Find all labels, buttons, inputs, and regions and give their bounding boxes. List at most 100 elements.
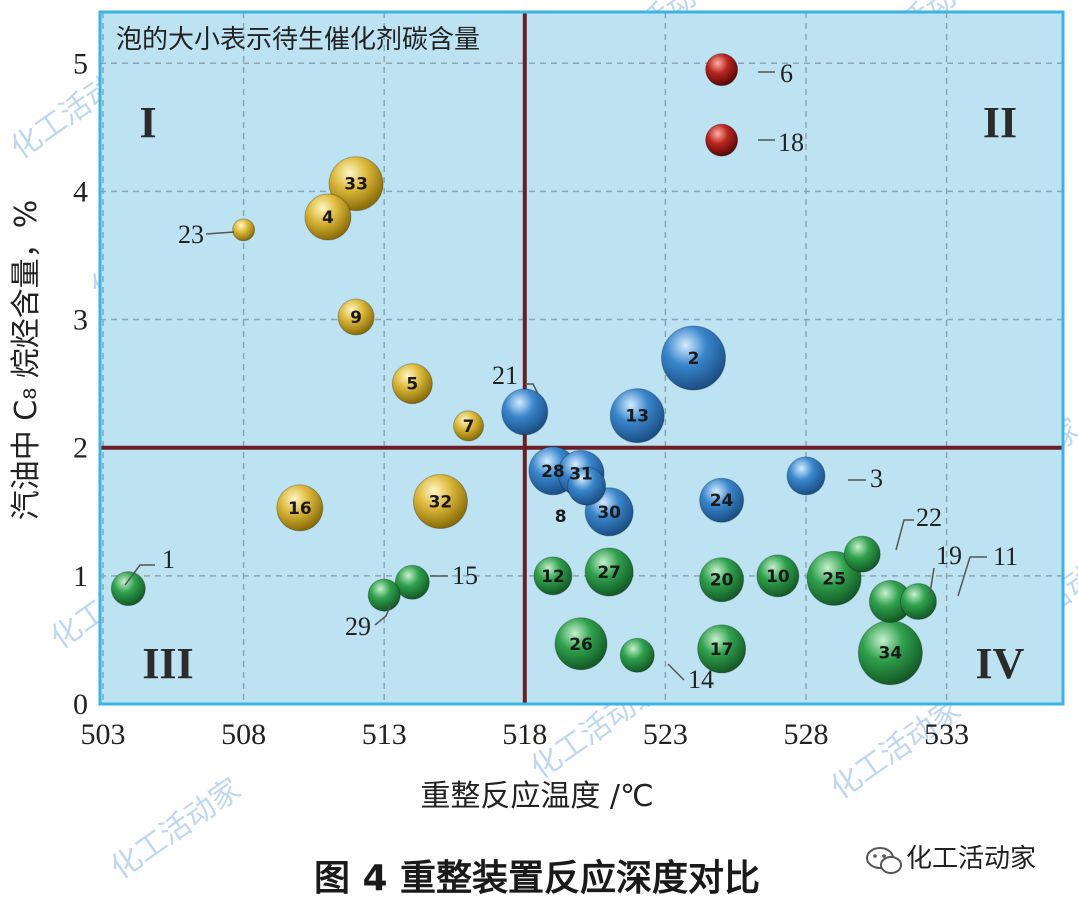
- bubble-label: 24: [710, 491, 734, 511]
- bubble-label: 6: [780, 59, 793, 88]
- leader-line: [124, 564, 155, 586]
- bubble-33: [328, 156, 384, 212]
- bubble-label: 10: [766, 567, 790, 587]
- bubbles: [110, 53, 937, 686]
- x-tick-label: 533: [924, 718, 969, 751]
- x-axis-title: 重整反应温度 /℃: [420, 779, 653, 814]
- bubble-11: [899, 582, 937, 620]
- bubble-label: 23: [178, 220, 204, 249]
- wechat-icon: [866, 847, 902, 874]
- bubble-label: 27: [597, 563, 621, 583]
- bubble-label: 20: [710, 571, 734, 591]
- bubble-label: 34: [879, 644, 903, 664]
- bubble-5: [391, 363, 433, 405]
- x-tick-label: 513: [362, 718, 407, 751]
- bubble-label: 4: [322, 208, 334, 228]
- x-tick-label: 523: [643, 718, 688, 751]
- y-tick-label: 1: [73, 560, 88, 593]
- bubble-label: 1: [162, 545, 175, 574]
- bubble-20: [699, 557, 745, 603]
- bubble-26: [554, 617, 608, 671]
- bubble-label: 25: [822, 569, 846, 589]
- bubble-23: [232, 218, 256, 242]
- bubble-labels: 1234567891011121314151617181920212223242…: [124, 59, 1018, 694]
- y-axis-title: 汽油中 C₈ 烷烃含量，%: [9, 200, 44, 521]
- bubble-label: 31: [569, 464, 593, 484]
- bubble-label: 32: [429, 493, 453, 513]
- chart-note: 泡的大小表示待生催化剂碳含量: [116, 25, 480, 55]
- bubble-1: [110, 571, 146, 607]
- bubble-14: [619, 637, 655, 673]
- plot-frame: [98, 10, 1065, 706]
- bubble-22: [843, 535, 881, 573]
- bubble-15: [394, 564, 430, 600]
- bubble-12: [533, 556, 573, 596]
- bubble-label: 9: [350, 308, 362, 328]
- bubble-label: 3: [870, 464, 883, 493]
- bubble-9: [337, 298, 375, 336]
- bubble-label: 17: [710, 640, 734, 660]
- leader-line: [205, 231, 235, 235]
- bubble-13: [609, 388, 665, 444]
- bubble-label: 29: [345, 612, 371, 641]
- brand-name: 化工活动家: [906, 844, 1036, 874]
- bubble-label: 19: [936, 541, 962, 570]
- quadrant-label: I: [139, 98, 156, 147]
- leader-line: [929, 567, 935, 594]
- bubble-label: 16: [288, 499, 312, 519]
- bubble-label: 11: [993, 542, 1018, 571]
- bubble-label: 7: [463, 417, 475, 437]
- bubble-label: 26: [569, 635, 593, 655]
- bubble-label: 33: [344, 175, 368, 195]
- bubble-label: 12: [541, 567, 565, 587]
- bubble-label: 18: [778, 128, 804, 157]
- bubble-label: 15: [452, 561, 478, 590]
- quadrant-label: II: [983, 98, 1017, 147]
- quadrant-label: III: [142, 639, 193, 688]
- bubble-label: 30: [597, 503, 621, 523]
- bubble-label: 14: [688, 665, 714, 694]
- bubble-4: [304, 193, 352, 241]
- bubble-label: 8: [555, 507, 567, 527]
- leader-line: [374, 605, 391, 626]
- leader-line: [895, 519, 914, 551]
- leader-line: [957, 556, 987, 597]
- bubble-32: [412, 474, 468, 530]
- bubble-18: [705, 123, 739, 157]
- bubble-label: 28: [541, 462, 565, 482]
- bubble-8: [567, 466, 607, 506]
- quadrant-dividers: [100, 12, 1063, 704]
- y-tick-label: 2: [73, 432, 88, 465]
- bubble-3: [786, 456, 826, 496]
- bubble-label: 5: [406, 375, 418, 395]
- bubble-10: [756, 554, 800, 598]
- y-tick-label: 4: [73, 175, 88, 208]
- bubble-6: [705, 53, 739, 87]
- bubble-21: [501, 388, 549, 436]
- x-tick-label: 508: [221, 718, 266, 751]
- bubble-label: 22: [916, 503, 942, 532]
- bubble-27: [584, 547, 634, 597]
- bubble-17: [697, 624, 747, 674]
- bubble-29: [367, 578, 401, 612]
- leader-line: [667, 663, 685, 681]
- x-tick-label: 528: [783, 718, 828, 751]
- bubble-7: [453, 410, 485, 442]
- bubble-label: 13: [625, 407, 649, 427]
- y-tick-label: 0: [73, 688, 88, 721]
- watermark-text: 化工活动家: [105, 772, 248, 887]
- bubble-label: 2: [688, 349, 700, 369]
- bubble-16: [276, 484, 324, 532]
- x-tick-label: 518: [502, 718, 547, 751]
- quadrant-label: IV: [976, 639, 1025, 688]
- bubble-label: 21: [492, 361, 518, 390]
- y-tick-label: 3: [73, 304, 88, 337]
- bubble-2: [661, 325, 727, 391]
- bubble-25: [806, 550, 862, 606]
- x-tick-label: 503: [81, 718, 126, 751]
- y-tick-label: 5: [73, 47, 88, 80]
- leader-line: [525, 383, 539, 395]
